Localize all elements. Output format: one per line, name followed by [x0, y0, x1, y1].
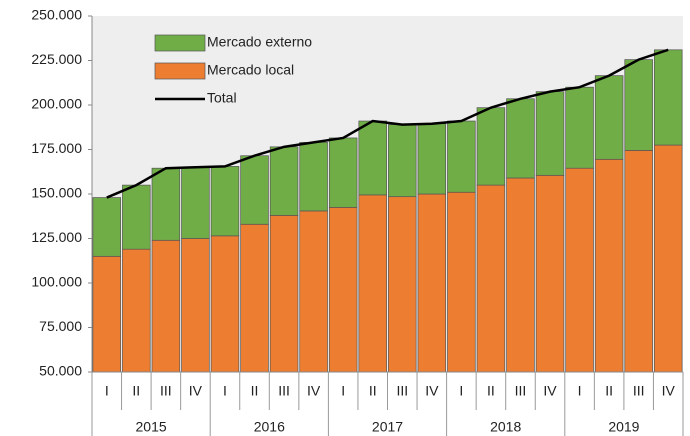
bar-segment	[358, 194, 387, 373]
x-tick-label: III	[633, 383, 645, 399]
x-tick-label: II	[605, 383, 613, 399]
bar-segment	[210, 166, 240, 237]
bar-segment	[653, 144, 683, 373]
bar-segment	[417, 123, 447, 195]
x-tick-label: I	[223, 383, 227, 399]
y-tick-label: 225.000	[31, 51, 82, 67]
bar-segment	[624, 150, 653, 373]
bar-segment	[299, 142, 328, 212]
bar-segment	[210, 235, 240, 373]
bar-segment	[506, 177, 535, 373]
x-tick-label: II	[251, 383, 259, 399]
bar-segment	[476, 107, 506, 186]
legend-swatch	[154, 62, 206, 80]
x-tick-label: III	[515, 383, 527, 399]
year-label: 2017	[372, 419, 403, 435]
x-tick-label: III	[160, 383, 172, 399]
bar-segment	[151, 167, 181, 241]
x-tick-label: I	[341, 383, 345, 399]
bar-segment	[328, 137, 358, 208]
bar-segment	[506, 98, 535, 179]
bar-segment	[447, 120, 476, 193]
bar-segment	[269, 215, 299, 373]
bar-segment	[299, 210, 328, 373]
legend-swatch	[154, 34, 206, 52]
y-tick-label: 200.000	[31, 96, 82, 112]
bar-segment	[122, 184, 151, 250]
year-label: 2018	[490, 419, 521, 435]
bar-segment	[92, 255, 122, 373]
bar-segment	[151, 239, 181, 373]
bar-segment	[92, 197, 122, 257]
x-tick-label: II	[487, 383, 495, 399]
bar-segment	[594, 75, 624, 160]
bar-segment	[624, 59, 653, 151]
bar-segment	[417, 193, 447, 373]
x-tick-label: I	[105, 383, 109, 399]
bar-segment	[594, 158, 624, 373]
bar-segment	[388, 124, 417, 198]
y-tick-label: 175.000	[31, 140, 82, 156]
bar-segment	[388, 196, 417, 373]
x-tick-label: III	[396, 383, 408, 399]
x-tick-label: IV	[307, 383, 321, 399]
y-tick-label: 50.000	[39, 363, 82, 379]
bar-segment	[269, 146, 299, 216]
year-label: 2019	[608, 419, 639, 435]
bar-segment	[565, 86, 594, 169]
bar-segment	[240, 223, 269, 373]
x-tick-label: I	[578, 383, 582, 399]
x-tick-label: I	[459, 383, 463, 399]
bar-segment	[358, 120, 387, 196]
y-tick-label: 125.000	[31, 229, 82, 245]
legend-label: Mercado externo	[207, 34, 312, 50]
bar-segment	[653, 49, 683, 146]
x-tick-label: III	[278, 383, 290, 399]
legend-label: Mercado local	[207, 62, 294, 78]
bar-segment	[476, 184, 506, 373]
total-line	[106, 48, 669, 199]
x-tick-label: IV	[543, 383, 557, 399]
y-tick-label: 75.000	[39, 318, 82, 334]
bar-segment	[565, 167, 594, 373]
bar-segment	[447, 191, 476, 373]
legend-label: Total	[207, 90, 237, 106]
y-tick-label: 150.000	[31, 185, 82, 201]
bar-segment	[181, 166, 210, 239]
y-tick-label: 100.000	[31, 274, 82, 290]
bar-segment	[328, 207, 358, 373]
bar-segment	[181, 238, 210, 373]
x-tick-label: IV	[189, 383, 203, 399]
bar-segment	[535, 174, 565, 373]
bar-segment	[535, 91, 565, 176]
x-tick-label: II	[132, 383, 140, 399]
year-label: 2015	[136, 419, 167, 435]
x-tick-label: IV	[425, 383, 439, 399]
x-tick-label: II	[369, 383, 377, 399]
year-label: 2016	[254, 419, 285, 435]
bar-segment	[240, 155, 269, 225]
x-tick-label: IV	[662, 383, 676, 399]
y-tick-label: 250.000	[31, 7, 82, 23]
bar-segment	[122, 248, 151, 373]
